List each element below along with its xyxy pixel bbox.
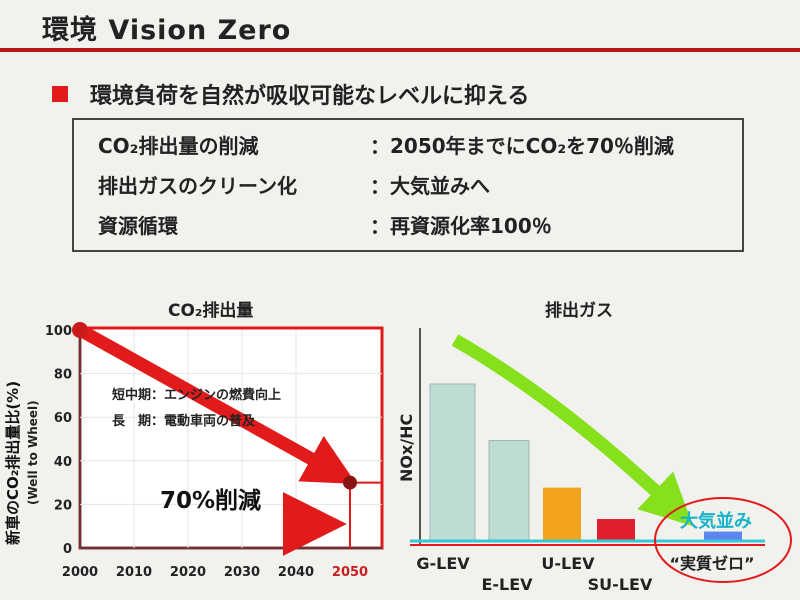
co2-end-point: [343, 475, 357, 490]
co2-x-tick-label: 2000: [62, 565, 98, 580]
emission-bar: [704, 531, 742, 541]
emission-chart-title: 排出ガス: [545, 301, 613, 321]
goal-label: 排出ガスのクリーン化: [98, 174, 297, 198]
co2-y-tick-label: 0: [63, 542, 72, 557]
co2-x-tick-label: 2040: [278, 565, 314, 580]
emission-category-label: “実質ゼロ”: [669, 554, 754, 573]
goal-row: 排出ガスのクリーン化 ：大気並みへ: [98, 170, 490, 199]
co2-annotation-short-term: 短中期：エンジンの燃費向上: [112, 387, 281, 403]
emission-category-label: E-LEV: [481, 575, 533, 594]
co2-y-ticks: 0 20 40 60 80 100: [45, 324, 72, 557]
emission-category-labels: G-LEV E-LEV U-LEV SU-LEV “実質ゼロ”: [416, 554, 754, 594]
emission-category-label: G-LEV: [416, 554, 470, 573]
co2-start-point: [72, 322, 88, 338]
goal-row: CO₂排出量の削減 ：2050年までにCO₂を70％削減: [98, 130, 674, 159]
headline-text: 環境負荷を自然が吸収可能なレベルに抑える: [90, 84, 530, 109]
target-label: 大気並み: [680, 510, 752, 532]
goal-value: ：2050年までにCO₂を70％削減: [370, 134, 674, 158]
bullet-square-icon: [52, 86, 68, 102]
co2-chart-title: CO₂排出量: [168, 301, 254, 321]
title-divider: [0, 48, 800, 52]
co2-series: [72, 322, 382, 548]
goal-label: 資源循環: [98, 214, 178, 238]
co2-trend-line: [76, 324, 357, 484]
goal-value: ：大気並みへ: [370, 174, 490, 198]
emission-bar: [488, 440, 530, 542]
reduction-label: 70%削減: [160, 488, 261, 514]
co2-x-tick-label: 2020: [170, 565, 206, 580]
goal-value: ：再資源化率100％: [370, 214, 552, 238]
co2-y-tick-label: 80: [54, 368, 72, 383]
target-highlight-ellipse: [654, 497, 792, 583]
goals-box: CO₂排出量の削減 ：2050年までにCO₂を70％削減 排出ガスのクリーン化 …: [72, 118, 744, 252]
co2-x-tick-label: 2010: [116, 565, 152, 580]
co2-x-tick-label: 2030: [224, 565, 260, 580]
goal-row: 資源循環 ：再資源化率100％: [98, 210, 552, 239]
emission-bar: [543, 487, 581, 541]
co2-x-ticks: 2000 2010 2020 2030 2040 2050: [62, 565, 368, 580]
reduction-curve-arrow: [451, 334, 693, 527]
co2-annotation-long-term: 長 期：電動車両の普及: [112, 413, 256, 429]
emission-y-axis-label: NOx/HC: [397, 414, 416, 482]
co2-x-tick-label: 2050: [332, 565, 368, 580]
emission-bars: [429, 383, 742, 542]
emission-category-label: SU-LEV: [588, 575, 653, 594]
co2-y-tick-label: 100: [45, 324, 72, 339]
co2-y-tick-label: 40: [54, 455, 72, 470]
co2-y-tick-label: 20: [54, 498, 72, 513]
emission-bar: [597, 519, 635, 541]
emission-category-label: U-LEV: [541, 554, 595, 573]
co2-y-tick-label: 60: [54, 411, 72, 426]
headline-row: 環境負荷を自然が吸収可能なレベルに抑える: [52, 78, 529, 110]
page-title: 環境 Vision Zero: [42, 15, 292, 46]
co2-y-axis-label: 新車のCO₂排出量比(%): [4, 381, 22, 545]
goal-label: CO₂排出量の削減: [98, 134, 259, 158]
emission-bar: [429, 383, 476, 542]
co2-y-axis-sublabel: (Well to Wheel): [26, 400, 40, 505]
